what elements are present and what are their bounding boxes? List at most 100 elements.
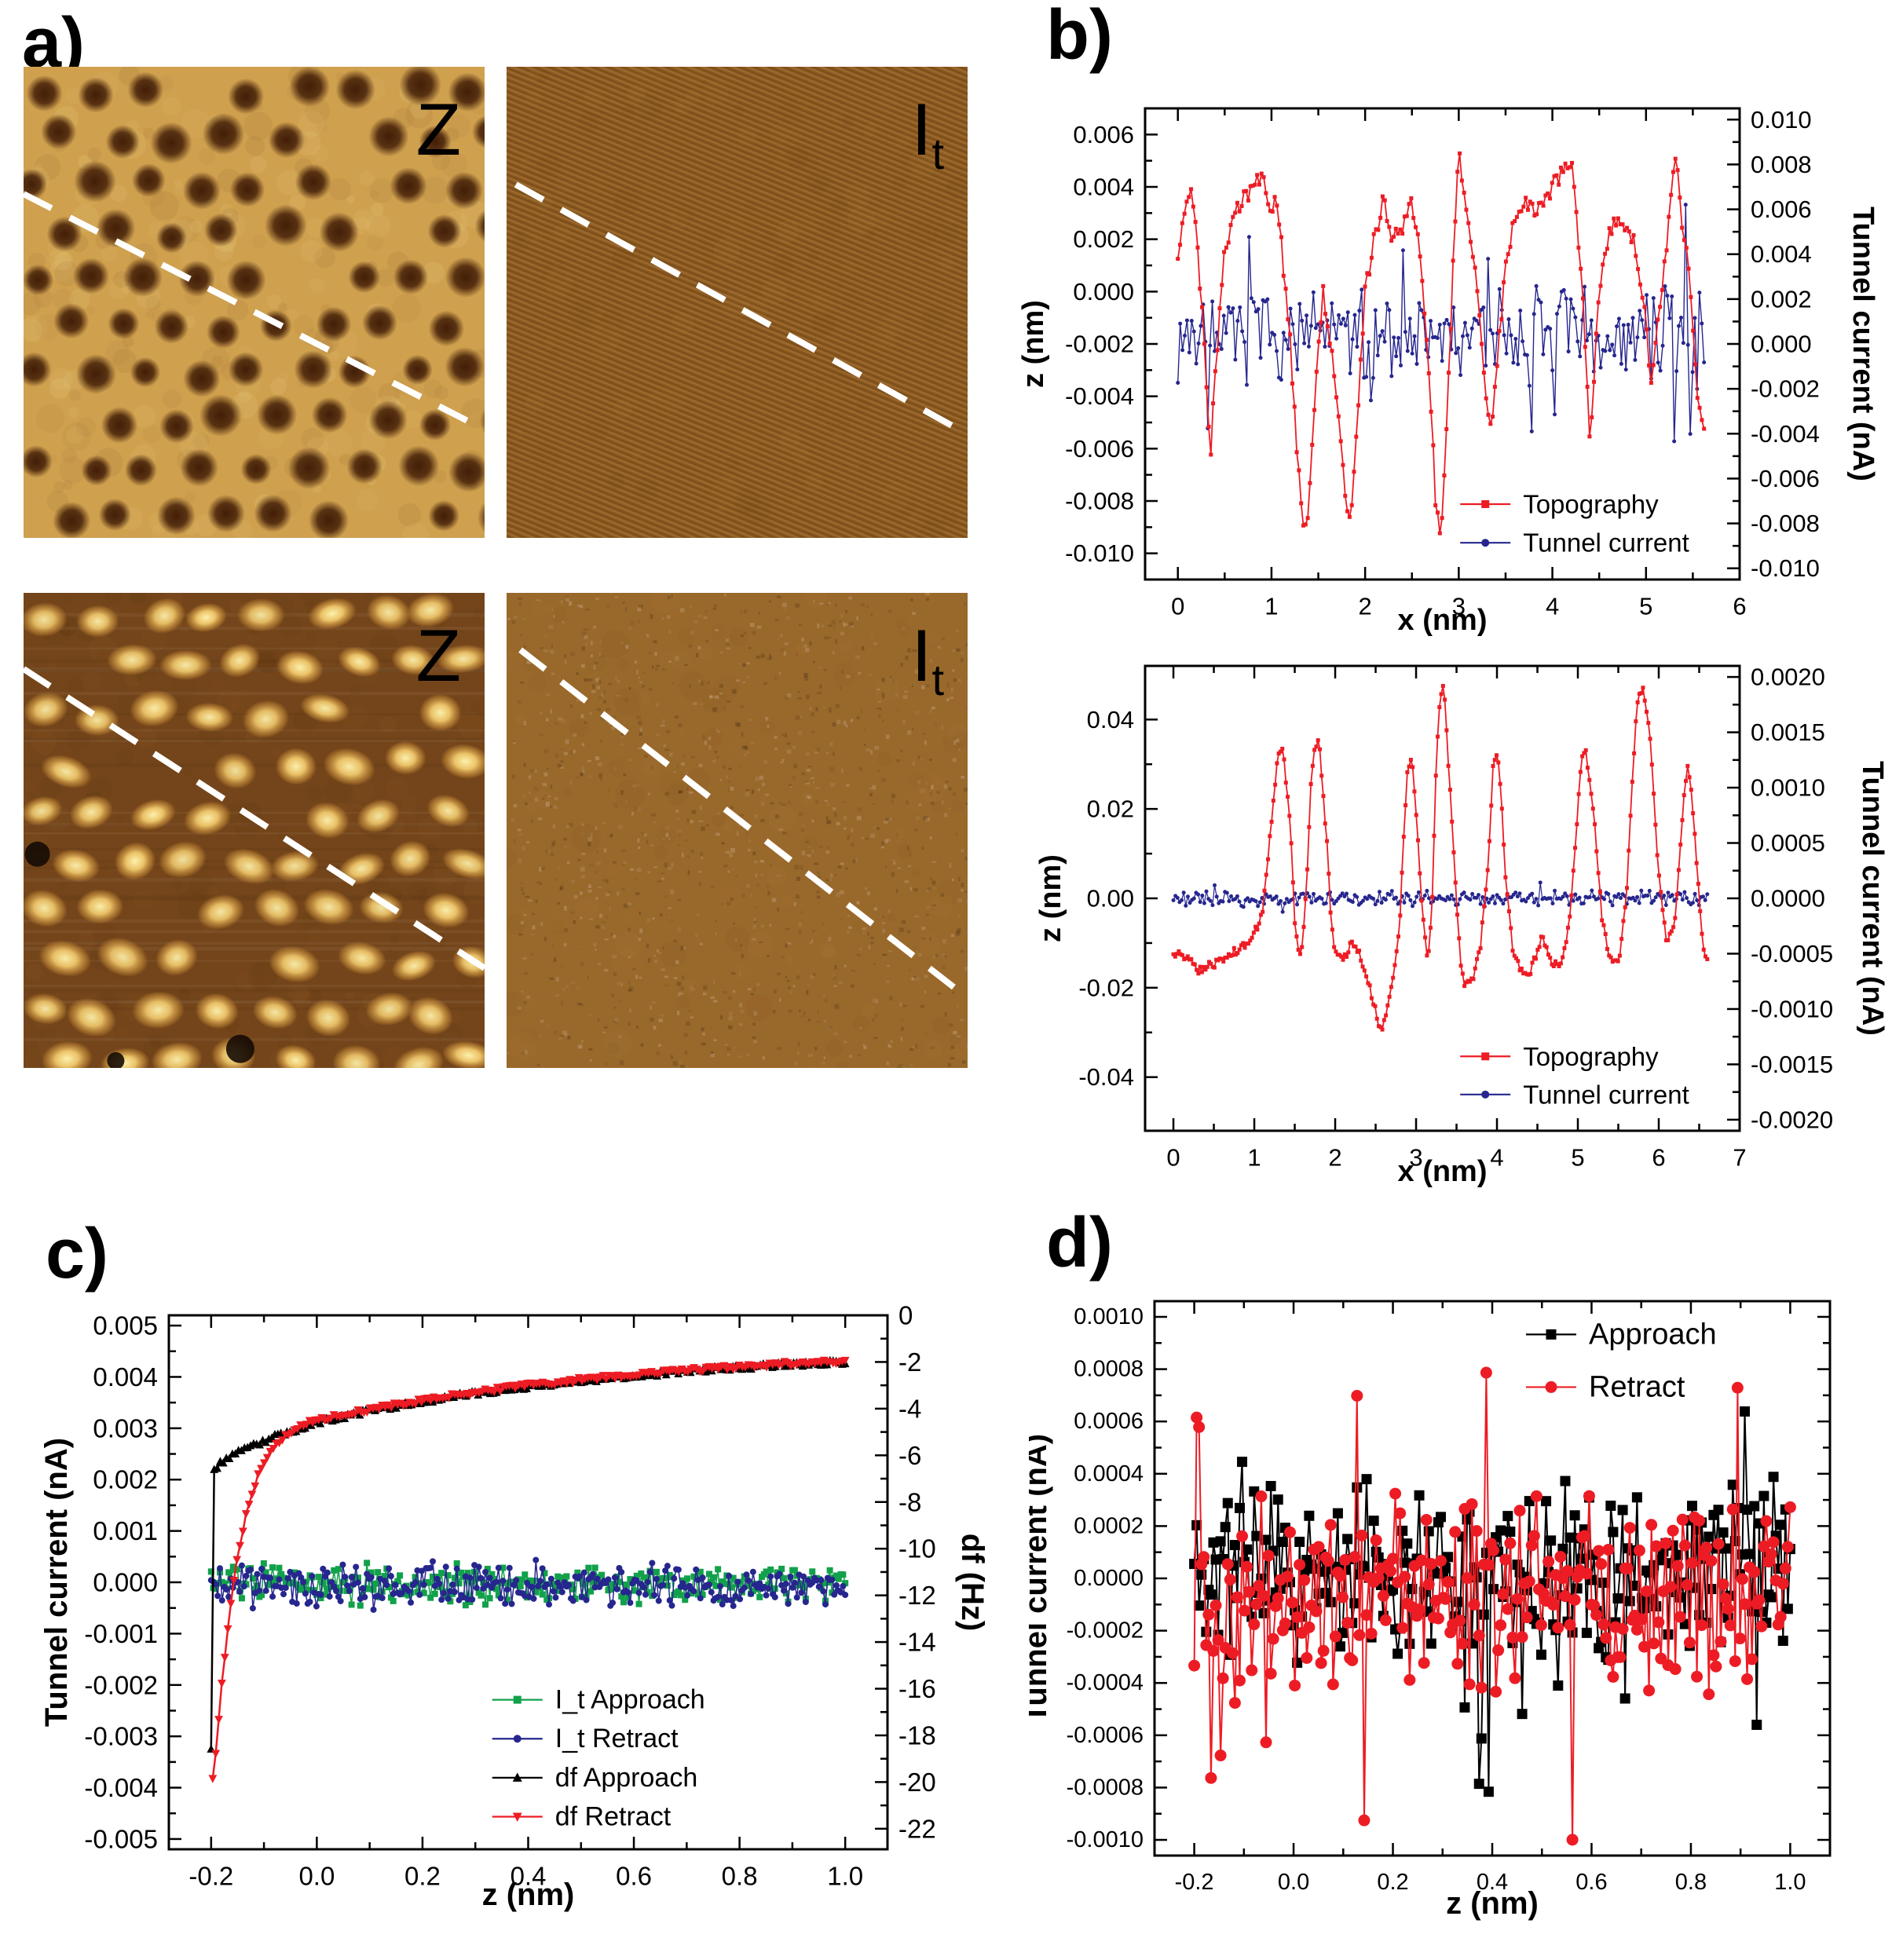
svg-text:-0.0010: -0.0010 [1067,1827,1144,1852]
svg-text:0.000: 0.000 [1751,331,1812,358]
svg-text:-8: -8 [898,1487,921,1516]
series-tunnel-current [1176,203,1707,444]
svg-text:-0.004: -0.004 [84,1773,158,1802]
svg-text:0.04: 0.04 [1087,706,1134,733]
right-axis-title: Tunnel current (nA) [1846,207,1879,481]
svg-text:0.2: 0.2 [404,1862,441,1891]
svg-text:Retract: Retract [1589,1370,1685,1403]
svg-text:0.0010: 0.0010 [1751,774,1825,802]
svg-text:-20: -20 [898,1768,936,1797]
chart-profile-bottom: 0 1 2 3 4 5 6 7 0.04 0.02 0.00 -0.02 -0.04 0.0020 0.00… [1021,650,1892,1205]
svg-text:-0.0010: -0.0010 [1751,995,1833,1022]
svg-text:4: 4 [1490,1144,1503,1172]
scan-line [514,181,969,437]
svg-text:-0.003: -0.003 [84,1722,158,1751]
stm-topography-image-top: Z [16,64,520,550]
svg-text:0.0000: 0.0000 [1751,885,1825,912]
tick-labels: 0 1 2 3 4 5 6 0.006 0.004 0.002 0.000 -0.002 -0.004 -… [1065,106,1820,620]
panel-label-c: c) [46,1215,109,1293]
svg-text:4: 4 [1546,593,1559,620]
svg-text:-0.001: -0.001 [84,1619,158,1648]
svg-text:-14: -14 [898,1628,936,1657]
svg-text:0.0002: 0.0002 [1074,1513,1144,1538]
svg-text:1: 1 [1247,1144,1261,1172]
svg-text:2: 2 [1328,1144,1341,1172]
chart-svg-b-bottom: 0 1 2 3 4 5 6 7 0.04 0.02 0.00 -0.02 -0.04 0.0020 0.00… [1034,664,1889,1188]
micrograph-it-top: It [496,55,976,544]
svg-text:Approach: Approach [1589,1318,1717,1351]
micrograph-z-top: Z [16,64,520,550]
panel-label-b: b) [1046,0,1113,75]
svg-text:0.006: 0.006 [1751,196,1812,223]
svg-text:-12: -12 [898,1581,936,1610]
svg-text:0.02: 0.02 [1087,795,1134,823]
svg-text:-0.004: -0.004 [1065,382,1134,410]
svg-text:0.001: 0.001 [93,1516,158,1545]
svg-text:-0.002: -0.002 [1065,331,1134,358]
tick-labels: -0.2 0.0 0.2 0.4 0.6 0.8 1.0 0.0010 0.0008 0.0006… [1067,1304,1806,1895]
svg-text:0.6: 0.6 [616,1862,652,1891]
left-axis-title: Tunnel current (nA) [39,1438,74,1727]
svg-text:0: 0 [1171,593,1184,620]
svg-text:Topography: Topography [1523,490,1659,519]
svg-text:1.0: 1.0 [1774,1870,1806,1895]
svg-text:-0.004: -0.004 [1751,420,1820,448]
svg-text:0.0015: 0.0015 [1751,719,1825,746]
stm-topography-image-bottom: Z [12,584,495,1083]
series-topography [1176,151,1707,536]
svg-text:0.006: 0.006 [1073,121,1134,148]
svg-text:5: 5 [1639,593,1652,620]
axes [1155,1301,1830,1856]
legend: Topography Tunnel current [1460,490,1689,558]
svg-text:I_t Retract: I_t Retract [555,1724,679,1753]
axes [169,1314,887,1849]
axes [1145,108,1741,580]
svg-text:-22: -22 [898,1814,936,1843]
svg-text:0.0005: 0.0005 [1751,829,1825,857]
svg-text:1: 1 [1264,593,1278,620]
svg-text:0: 0 [1166,1144,1180,1172]
axes [1145,666,1741,1131]
legend: I_t Approach I_t Retract df Approach df Ret… [492,1685,705,1832]
legend: Approach Retract [1526,1318,1717,1403]
stm-current-image-top: It [496,55,976,544]
svg-text:Tunnel current: Tunnel current [1523,1080,1689,1109]
svg-text:6: 6 [1652,1144,1665,1172]
series-df-approach [207,1355,850,1753]
svg-text:0: 0 [898,1301,913,1330]
svg-text:0.00: 0.00 [1087,885,1134,912]
tick-labels: 0 1 2 3 4 5 6 7 0.04 0.02 0.00 -0.02 -0.04 0.0020 0.00… [1078,664,1833,1172]
svg-text:5: 5 [1571,1144,1584,1172]
svg-text:2: 2 [1359,593,1372,620]
svg-text:-0.0015: -0.0015 [1751,1051,1833,1078]
svg-text:0.0020: 0.0020 [1751,664,1825,691]
image-label: Z [416,614,461,697]
svg-text:Tunnel current: Tunnel current [1523,528,1689,558]
series-i-t-retract [207,1556,849,1613]
svg-text:-0.2: -0.2 [1175,1870,1214,1895]
micrograph-z-bottom: Z [12,584,495,1083]
svg-text:0.0010: 0.0010 [1074,1304,1144,1329]
svg-text:3: 3 [1452,593,1466,620]
svg-text:0.4: 0.4 [511,1862,547,1891]
svg-text:0.0004: 0.0004 [1074,1461,1144,1486]
svg-text:0.8: 0.8 [722,1862,758,1891]
tick-labels: -0.2 0.0 0.2 0.4 0.6 0.8 1.0 0.005 0.004 0.003 0.0… [84,1301,935,1891]
svg-text:0.008: 0.008 [1751,151,1812,178]
panel-label-d: d) [1046,1204,1113,1282]
image-label: Z [416,88,461,170]
chart-svg-b-top: 0 1 2 3 4 5 6 0.006 0.004 0.002 0.000 -0.002 -0.004 -… [1017,106,1879,637]
svg-text:-0.010: -0.010 [1751,554,1820,582]
svg-text:-0.2: -0.2 [188,1862,233,1891]
scan-line [22,191,486,433]
svg-text:0.0: 0.0 [298,1862,335,1891]
chart-tunnel-current-noise: -0.2 0.0 0.2 0.4 0.6 0.8 1.0 0.0010 0.0008 0.0006… [1019,1252,1892,1953]
right-axis-title: df (Hz) [955,1534,990,1631]
stm-current-image-bottom: It [496,585,977,1073]
svg-text:-2: -2 [898,1348,921,1377]
svg-text:7: 7 [1733,1144,1746,1172]
svg-text:-0.0005: -0.0005 [1751,940,1833,967]
svg-text:0.4: 0.4 [1477,1870,1508,1895]
svg-text:0.6: 0.6 [1575,1870,1607,1895]
